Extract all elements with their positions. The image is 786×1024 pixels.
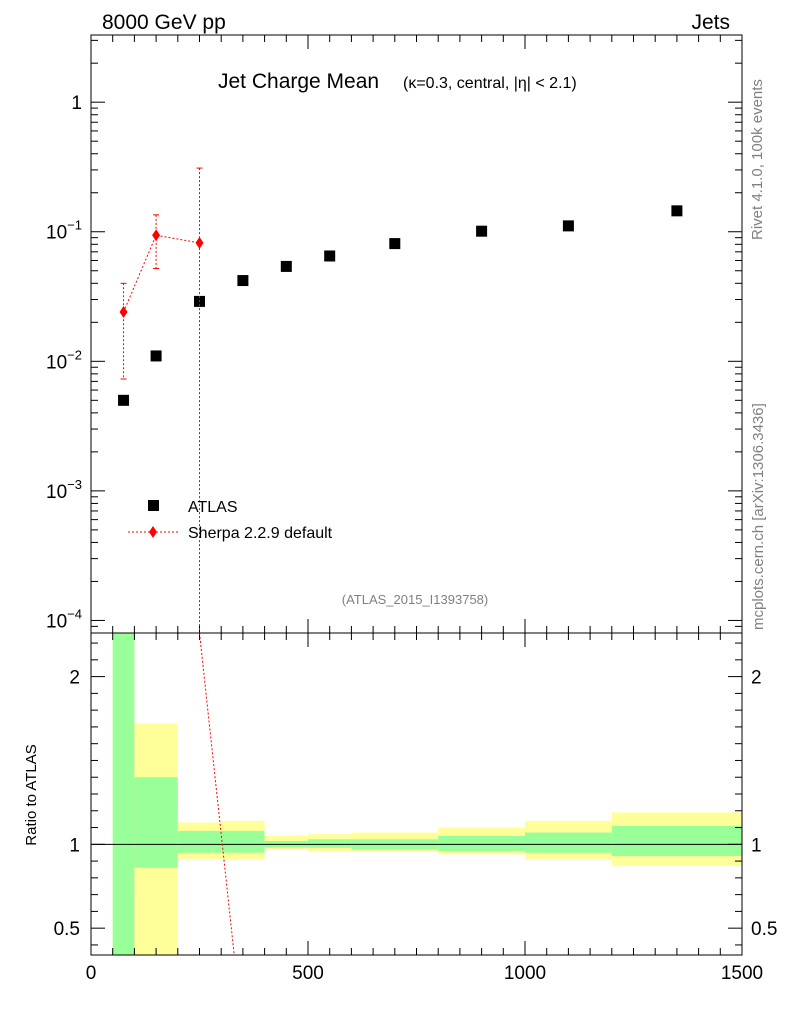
chart-title: Jet Charge Mean <box>218 70 379 93</box>
sherpa-data-point <box>195 236 204 249</box>
main-y-tick-label: 10−1 <box>46 218 82 244</box>
ratio-y-tick-label-left: 1 <box>69 835 80 856</box>
main-panel: Jet Charge Mean (κ=0.3, central, |η| < 2… <box>46 34 743 634</box>
atlas-data-point <box>150 350 162 362</box>
main-series <box>118 167 683 633</box>
ratio-stat-uncertainty-band <box>177 830 222 853</box>
ratio-y-tick-label-right: 0.5 <box>751 919 777 940</box>
atlas-data-point <box>562 220 574 232</box>
main-y-tick-label: 10−3 <box>46 477 82 503</box>
atlas-data-point <box>118 394 130 406</box>
atlas-data-point <box>389 238 401 250</box>
ratio-series <box>199 632 235 956</box>
x-tick-label: 1500 <box>721 963 763 984</box>
atlas-data-point <box>280 260 292 272</box>
ratio-uncertainty-bands <box>91 633 742 955</box>
atlas-data-point <box>237 275 249 287</box>
ratio-panel: 0.5 0.5 1 1 2 2 0 500 1000 1500 Ratio to ATLAS <box>23 632 777 984</box>
header-process-label: Jets <box>691 11 730 34</box>
ratio-y-tick-label-left: 0.5 <box>54 919 80 940</box>
legend-sherpa-marker <box>149 526 157 538</box>
chart-subtitle: (κ=0.3, central, |η| < 2.1) <box>403 75 577 92</box>
legend-sherpa-label: Sherpa 2.2.9 default <box>188 525 333 542</box>
ratio-y-tick-label-right: 2 <box>751 668 762 689</box>
ratio-stat-uncertainty-band <box>525 832 612 853</box>
ratio-stat-uncertainty-band <box>438 835 525 852</box>
main-y-axis-ticks: 10−4 10−3 10−2 10−1 1 <box>46 35 743 634</box>
ratio-y-tick-label-right: 1 <box>751 835 762 856</box>
analysis-id-label: (ATLAS_2015_I1393758) <box>342 592 488 607</box>
legend: ATLAS Sherpa 2.2.9 default <box>128 499 333 542</box>
ratio-frame <box>90 632 743 956</box>
main-y-tick-label: 1 <box>71 93 82 114</box>
x-tick-label: 500 <box>292 963 324 984</box>
atlas-data-point <box>671 205 683 217</box>
ratio-y-axis-label: Ratio to ATLAS <box>23 744 40 845</box>
legend-atlas-marker <box>148 500 159 511</box>
ratio-stat-uncertainty-band <box>134 777 178 868</box>
sherpa-line <box>123 234 200 313</box>
sherpa-data-point <box>152 229 161 242</box>
rivet-version-label: Rivet 4.1.0, 100k events <box>749 79 766 240</box>
main-y-tick-label: 10−4 <box>46 606 82 632</box>
main-y-tick-label: 10−2 <box>46 347 82 373</box>
legend-atlas-label: ATLAS <box>188 499 238 516</box>
ratio-y-tick-label-left: 2 <box>69 668 80 689</box>
ratio-stat-uncertainty-band <box>112 633 135 955</box>
ratio-axis-ticks: 0.5 0.5 1 1 2 2 0 500 1000 1500 <box>54 633 777 984</box>
main-frame <box>90 34 743 634</box>
sherpa-data-point <box>119 306 128 319</box>
ratio-stat-uncertainty-band <box>221 830 265 853</box>
x-tick-label: 1000 <box>504 963 546 984</box>
mcplots-reference-label: mcplots.cern.ch [arXiv:1306.3436] <box>750 403 767 630</box>
ratio-stat-uncertainty-band <box>611 825 742 857</box>
ratio-sherpa-line <box>199 632 235 956</box>
atlas-data-point <box>476 225 488 237</box>
ratio-stat-uncertainty-band <box>308 839 352 848</box>
x-tick-label: 0 <box>86 963 97 984</box>
header-energy-label: 8000 GeV pp <box>102 11 226 34</box>
atlas-data-point <box>324 250 336 262</box>
